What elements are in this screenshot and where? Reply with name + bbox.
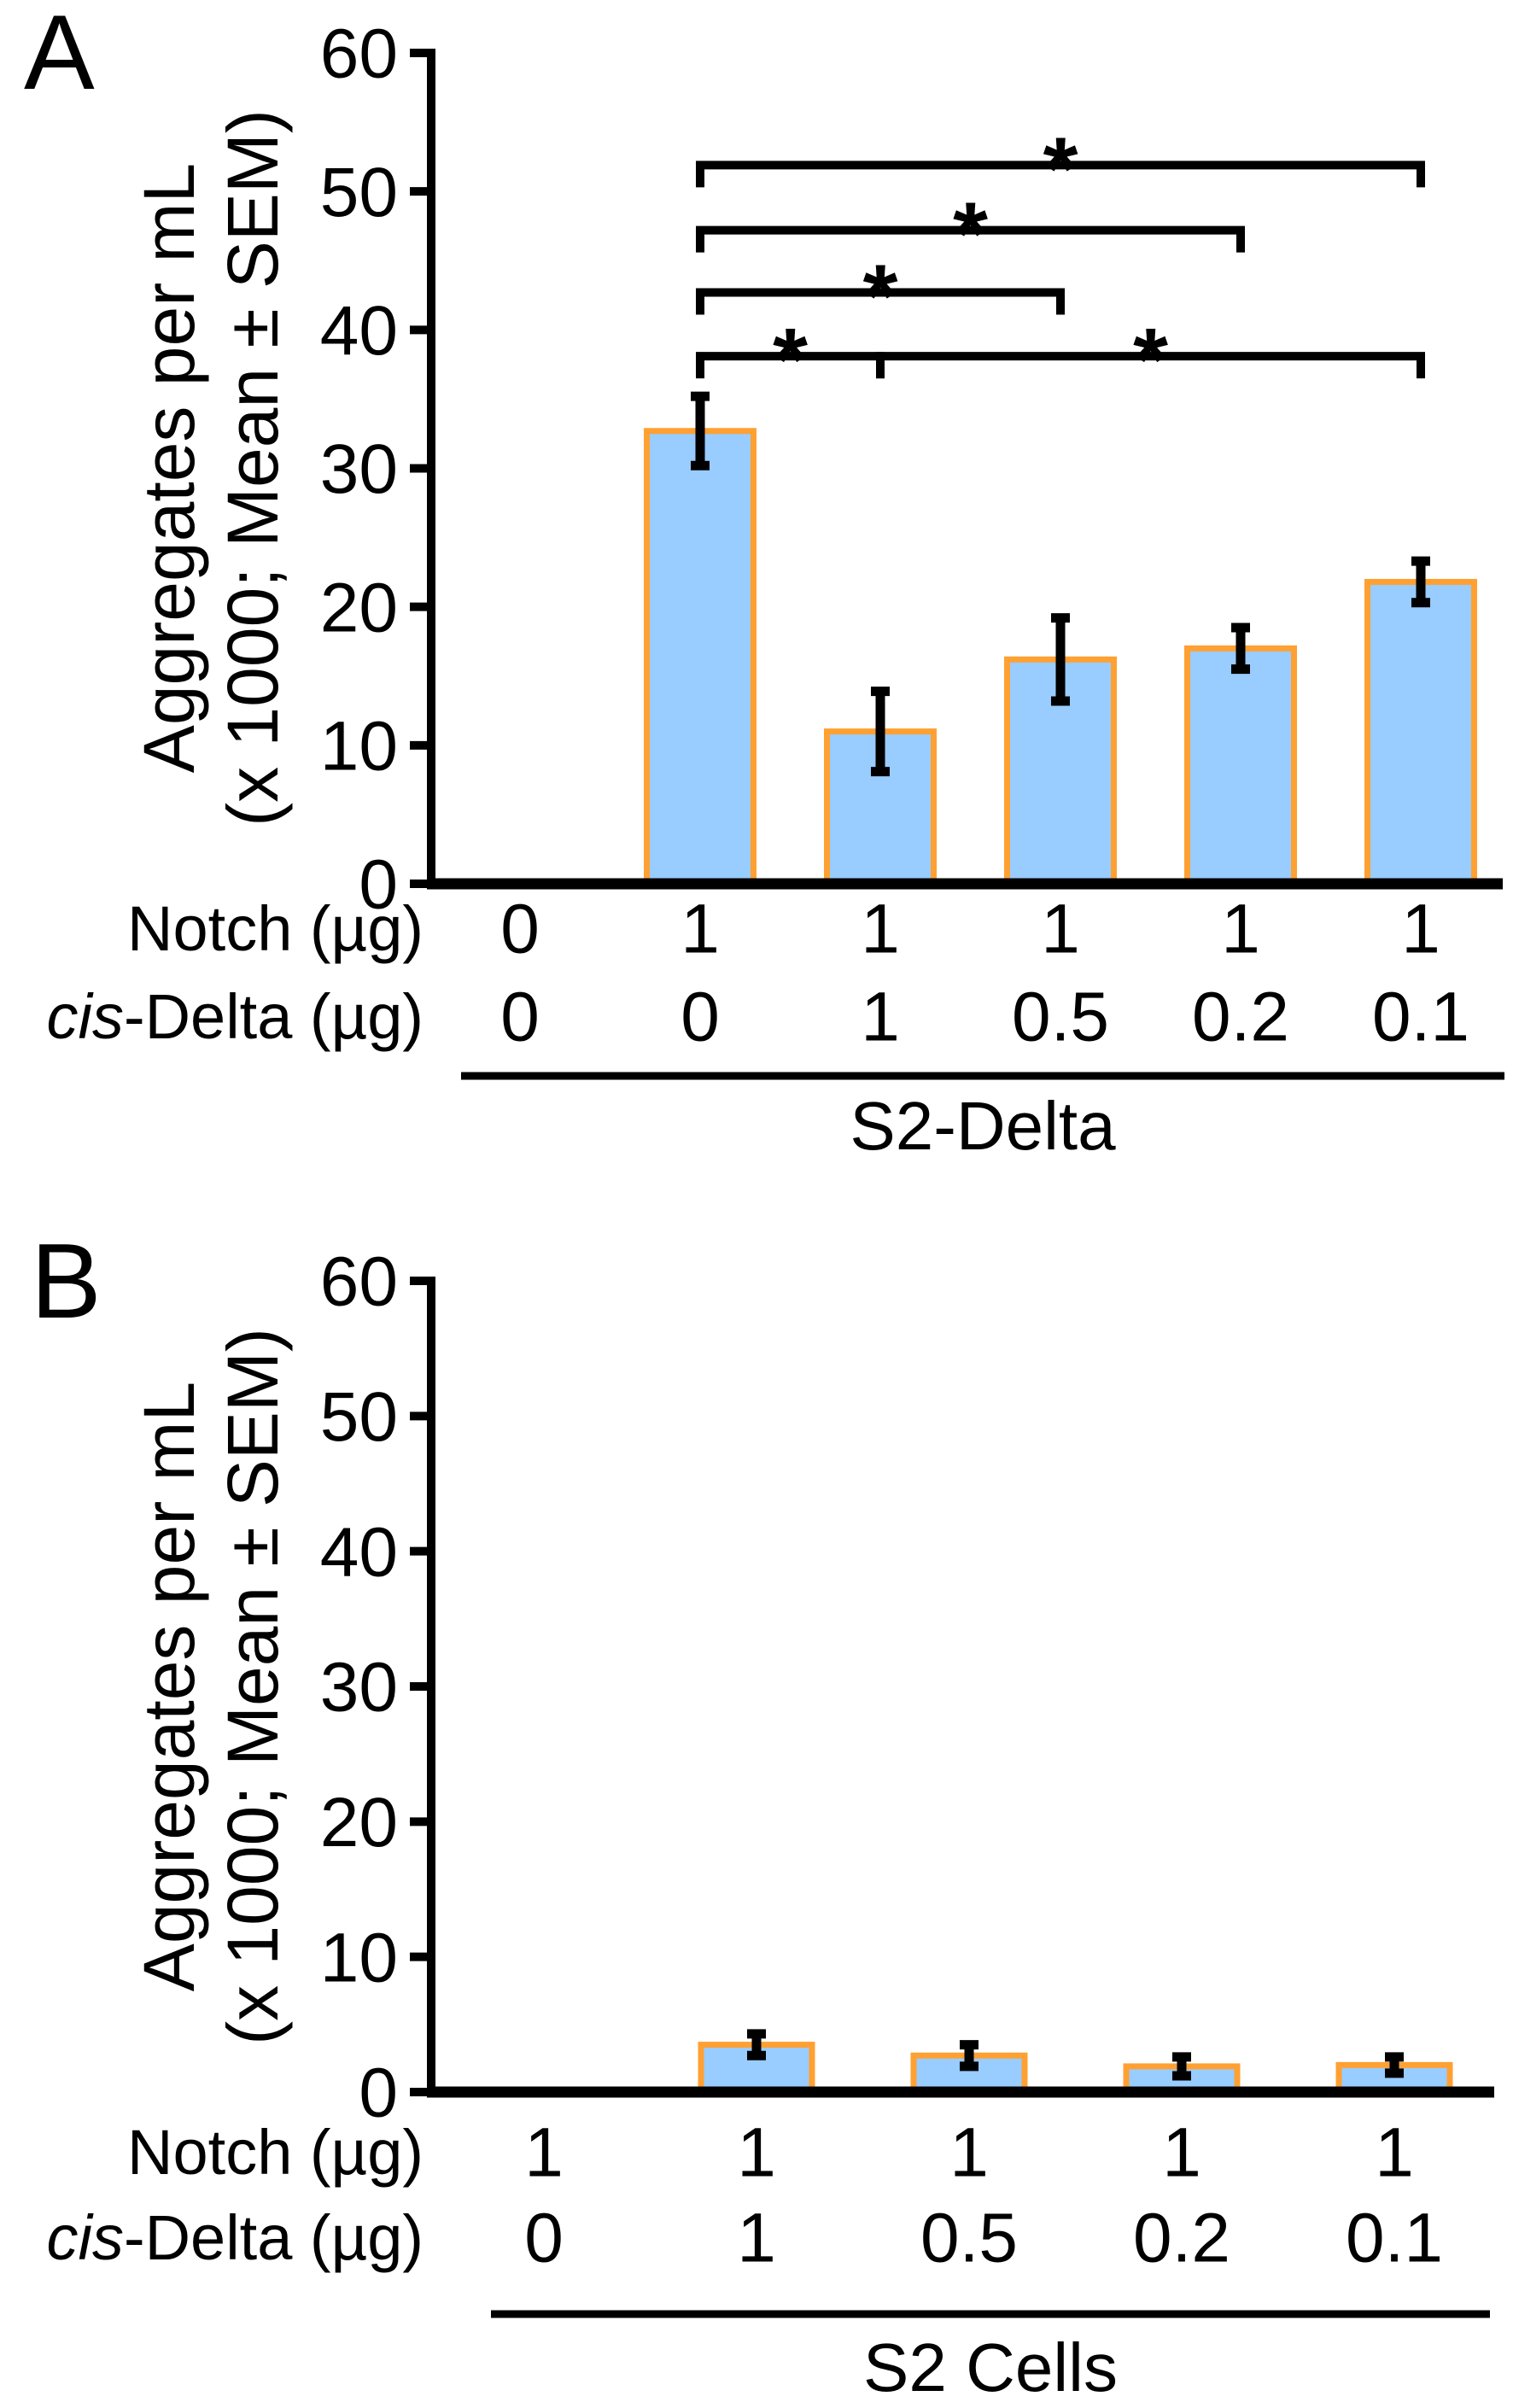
y-axis-label-line-2: (x 1000; Mean ± SEM) xyxy=(213,1328,293,2045)
significance-bracket xyxy=(876,352,1425,379)
y-axis-label-line-2: (x 1000; Mean ± SEM) xyxy=(213,109,293,827)
y-tick-label: 10 xyxy=(320,708,398,786)
panel-letter: A xyxy=(24,0,95,112)
x-category-value: 0.1 xyxy=(1372,979,1469,1056)
x-category-value: 1 xyxy=(737,2200,776,2277)
significance-bracket xyxy=(696,161,1425,188)
x-category-value: 1 xyxy=(861,979,900,1056)
x-category-value: 1 xyxy=(1041,891,1080,968)
y-tick-label: 50 xyxy=(320,1378,398,1456)
x-category-value: 0.2 xyxy=(1133,2200,1230,2277)
significance-bracket xyxy=(696,288,1065,315)
x-category-value: 1 xyxy=(1162,2114,1201,2192)
y-tick-label: 40 xyxy=(320,292,398,370)
x-row-header: cis-Delta (µg) xyxy=(47,981,424,1052)
group-label: S2 Cells xyxy=(863,2329,1118,2405)
x-category-value: 1 xyxy=(737,2114,776,2192)
y-tick-label: 0 xyxy=(359,846,398,924)
y-tick-label: 10 xyxy=(320,1919,398,1996)
significance-asterisk: * xyxy=(1043,119,1078,219)
x-category-value: 1 xyxy=(1221,891,1260,968)
bar xyxy=(1184,645,1297,887)
x-category-value: 1 xyxy=(1375,2114,1414,2192)
x-category-value: 0.5 xyxy=(920,2200,1018,2277)
x-row-header: Notch (µg) xyxy=(127,2117,424,2188)
x-category-value: 0.2 xyxy=(1192,979,1289,1056)
bar xyxy=(910,2052,1028,2095)
y-tick-label: 20 xyxy=(320,1784,398,1862)
y-tick-label: 30 xyxy=(320,1649,398,1727)
y-axis-label-line-1: Aggregates per mL xyxy=(129,1382,209,1991)
x-category-value: 0 xyxy=(681,979,720,1056)
y-tick-label: 60 xyxy=(320,15,398,93)
y-tick-label: 0 xyxy=(359,2054,398,2132)
y-tick-label: 50 xyxy=(320,154,398,231)
x-row-header: cis-Delta (µg) xyxy=(47,2202,424,2273)
x-category-value: 0.1 xyxy=(1346,2200,1443,2277)
x-category-value: 0.5 xyxy=(1012,979,1109,1056)
y-axis-label-line-1: Aggregates per mL xyxy=(129,163,209,773)
significance-asterisk: * xyxy=(773,310,808,410)
panel-b-s2-cells-chart: B Aggregates per mL (x 1000; Mean ± SEM) 0 1… xyxy=(31,1223,1494,2405)
x-category-value: 0 xyxy=(524,2200,564,2277)
bar xyxy=(1364,578,1477,887)
x-category-value: 0 xyxy=(500,891,540,968)
group-label: S2-Delta xyxy=(850,1088,1116,1153)
x-category-value: 1 xyxy=(524,2114,564,2192)
x-category-value: 1 xyxy=(681,891,720,968)
significance-bracket xyxy=(696,225,1245,253)
panel-letter: B xyxy=(31,1223,102,1341)
panel-a-s2-delta-chart: A Aggregates per mL (x 1000; Mean ± SEM) 0 1… xyxy=(24,0,1504,1153)
x-category-value: 0 xyxy=(500,979,540,1056)
significance-asterisk: * xyxy=(953,184,988,284)
x-category-value: 1 xyxy=(949,2114,989,2192)
significance-asterisk: * xyxy=(863,247,898,347)
x-category-value: 1 xyxy=(861,891,900,968)
x-category-value: 1 xyxy=(1401,891,1440,968)
y-tick-label: 30 xyxy=(320,430,398,508)
y-tick-label: 20 xyxy=(320,569,398,646)
bar xyxy=(644,428,756,887)
x-row-header: Notch (µg) xyxy=(127,893,424,964)
significance-asterisk: * xyxy=(1133,310,1168,410)
y-tick-label: 60 xyxy=(320,1243,398,1321)
y-tick-label: 40 xyxy=(320,1513,398,1591)
